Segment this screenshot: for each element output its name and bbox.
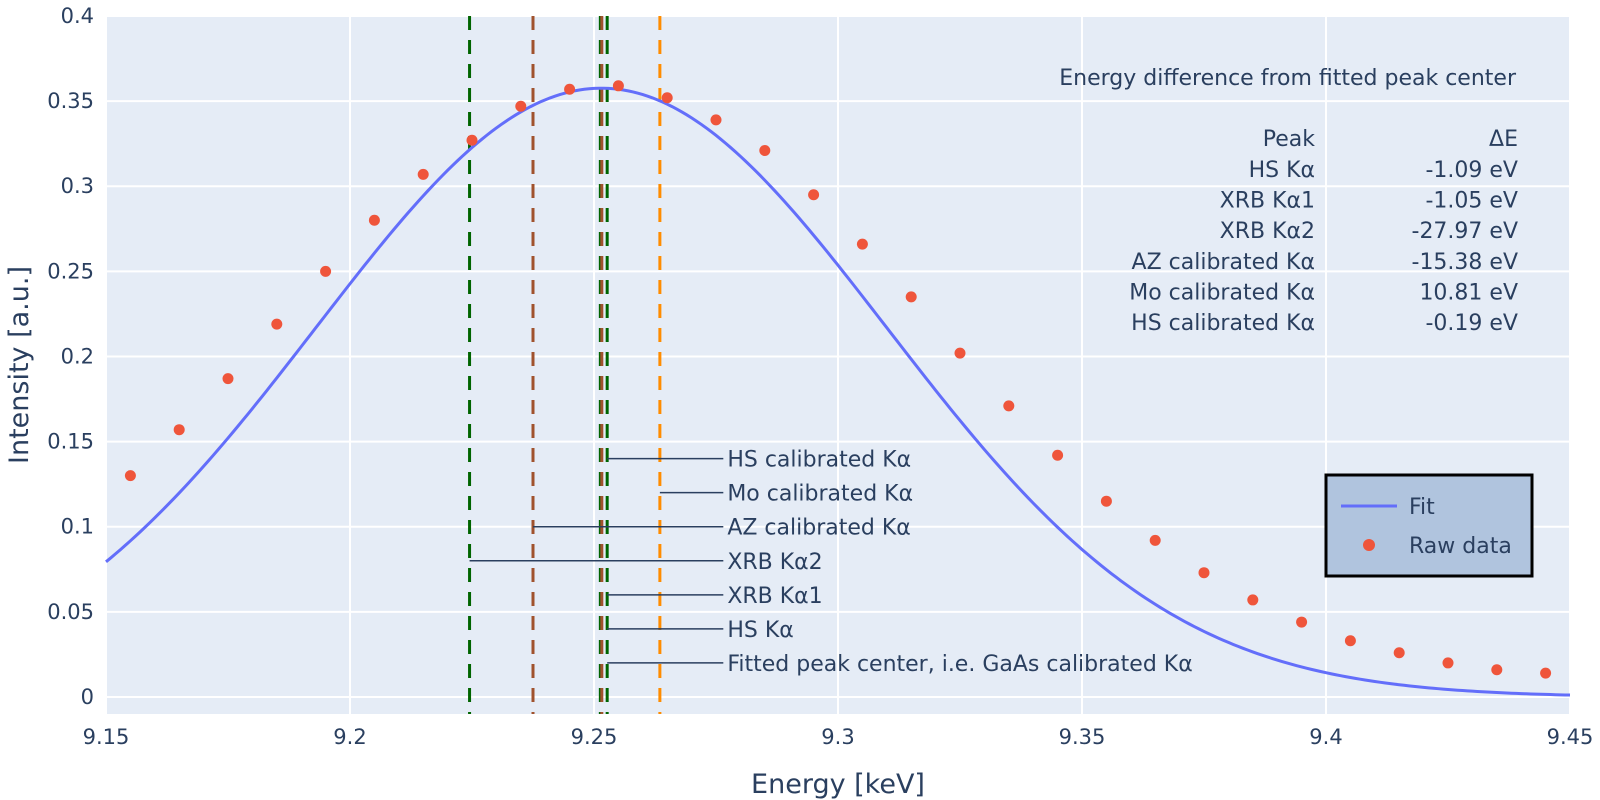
x-tick-label: 9.15 <box>83 725 130 749</box>
table-cell-peak: XRB Kα1 <box>1220 189 1315 214</box>
raw-data-point <box>173 424 185 436</box>
y-tick-labels: 0 0.05 0.1 0.15 0.2 0.25 0.3 0.35 0.4 <box>47 4 94 709</box>
raw-data-point <box>1052 449 1064 461</box>
y-tick-label: 0.35 <box>47 89 94 113</box>
x-tick-labels: 9.15 9.2 9.25 9.3 9.35 9.4 9.45 <box>83 725 1594 749</box>
table-cell-peak: Mo calibrated Kα <box>1129 280 1315 305</box>
raw-data-point <box>856 238 868 250</box>
raw-data-point <box>954 347 966 359</box>
raw-data-point <box>905 291 917 303</box>
table-title: Energy difference from fitted peak cente… <box>1059 66 1517 91</box>
legend-raw-label: Raw data <box>1409 534 1512 559</box>
annotation-label: XRB Kα2 <box>727 550 822 575</box>
raw-data-point <box>466 134 478 146</box>
annotations: HS calibrated Kα Mo calibrated Kα AZ calib… <box>469 448 1193 677</box>
raw-data-point <box>710 114 722 126</box>
raw-data-point <box>320 265 332 277</box>
y-tick-label: 0.2 <box>61 344 94 368</box>
y-tick-label: 0 <box>81 685 94 709</box>
legend-box <box>1324 473 1534 578</box>
raw-data-point <box>1247 594 1259 606</box>
fit-line <box>105 86 1571 697</box>
legend-fit-label: Fit <box>1409 495 1435 520</box>
raw-data-point <box>271 318 283 330</box>
table-cell-delta-e: -1.09 eV <box>1425 158 1518 183</box>
x-tick-label: 9.35 <box>1059 725 1106 749</box>
raw-data-point <box>515 100 527 112</box>
y-tick-label: 0.05 <box>47 600 94 624</box>
table-header-delta-e: ΔE <box>1489 127 1518 152</box>
y-tick-label: 0.25 <box>47 259 94 283</box>
raw-data-point <box>1540 667 1552 679</box>
annotation-label: AZ calibrated Kα <box>727 516 910 541</box>
table-cell-peak: AZ calibrated Kα <box>1132 250 1315 275</box>
table-cell-delta-e: -27.97 eV <box>1412 219 1519 244</box>
raw-data-point <box>222 373 234 385</box>
table-rows: HS Kα -1.09 eV XRB Kα1 -1.05 eV XRB Kα2 -27.9… <box>1129 158 1518 336</box>
x-tick-label: 9.2 <box>333 725 366 749</box>
x-tick-label: 9.4 <box>1309 725 1342 749</box>
table-cell-peak: HS calibrated Kα <box>1131 311 1315 336</box>
raw-data-points <box>124 80 1552 679</box>
raw-data-point <box>1100 495 1112 507</box>
table-cell-delta-e: -15.38 eV <box>1412 250 1519 275</box>
y-tick-label: 0.1 <box>61 515 94 539</box>
raw-data-point <box>661 92 673 104</box>
raw-data-point <box>808 189 820 201</box>
vertical-lines <box>468 16 662 714</box>
raw-data-point <box>564 83 576 95</box>
table-cell-peak: HS Kα <box>1249 158 1315 183</box>
x-tick-label: 9.25 <box>571 725 618 749</box>
legend-raw-swatch <box>1363 539 1375 551</box>
raw-data-point <box>1296 616 1308 628</box>
x-tick-label: 9.45 <box>1547 725 1594 749</box>
energy-difference-table: Energy difference from fitted peak cente… <box>1059 66 1518 336</box>
raw-data-point <box>1393 647 1405 659</box>
raw-data-point <box>1344 635 1356 647</box>
y-axis-title: Intensity [a.u.] <box>4 266 35 464</box>
raw-data-point <box>1442 657 1454 669</box>
annotation-label: HS Kα <box>727 618 793 643</box>
y-tick-label: 0.15 <box>47 430 94 454</box>
x-axis-title: Energy [keV] <box>751 769 925 800</box>
table-cell-delta-e: 10.81 eV <box>1419 280 1518 305</box>
table-header-peak: Peak <box>1263 127 1315 152</box>
raw-data-point <box>1149 534 1161 546</box>
raw-data-point <box>1003 400 1015 412</box>
annotation-label: Mo calibrated Kα <box>727 482 913 507</box>
table-cell-delta-e: -1.05 eV <box>1425 189 1518 214</box>
annotation-label: Fitted peak center, i.e. GaAs calibrated… <box>727 652 1192 677</box>
y-tick-label: 0.4 <box>61 4 94 28</box>
table-cell-delta-e: -0.19 eV <box>1425 311 1518 336</box>
annotation-label: HS calibrated Kα <box>727 448 911 473</box>
raw-data-point <box>759 144 771 156</box>
table-cell-peak: XRB Kα2 <box>1220 219 1315 244</box>
raw-data-point <box>1198 567 1210 579</box>
raw-data-point <box>1491 664 1503 676</box>
raw-data-point <box>612 80 624 92</box>
raw-data-point <box>124 470 136 482</box>
raw-data-point <box>417 168 429 180</box>
y-tick-label: 0.3 <box>61 174 94 198</box>
legend: Fit Raw data <box>1324 473 1534 578</box>
raw-data-point <box>368 214 380 226</box>
x-tick-label: 9.3 <box>821 725 854 749</box>
annotation-label: XRB Kα1 <box>727 584 822 609</box>
